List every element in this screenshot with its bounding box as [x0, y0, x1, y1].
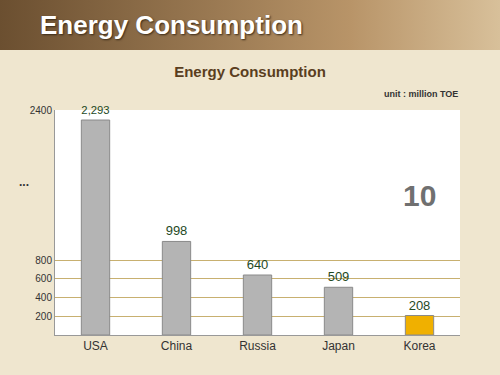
html-text:Energy Consumption: Energy Consumption — [40, 10, 303, 40]
svg-text:800: 800 — [35, 255, 52, 266]
svg-text:USA: USA — [83, 339, 108, 353]
svg-text:200: 200 — [35, 311, 52, 322]
svg-text:10: 10 — [403, 179, 436, 212]
svg-text:600: 600 — [35, 273, 52, 284]
svg-text:Korea: Korea — [403, 339, 435, 353]
svg-text:400: 400 — [35, 292, 52, 303]
svg-text:208: 208 — [409, 298, 431, 313]
svg-text:Japan: Japan — [322, 339, 355, 353]
svg-text:998: 998 — [166, 223, 188, 238]
svg-text:2,293: 2,293 — [81, 104, 109, 116]
svg-text:China: China — [161, 339, 193, 353]
svg-text:Energy Consumption: Energy Consumption — [174, 63, 326, 80]
svg-text:2400: 2400 — [30, 105, 53, 116]
svg-text:Russia: Russia — [239, 339, 276, 353]
svg-text:unit : million TOE: unit : million TOE — [384, 89, 458, 99]
svg-text:509: 509 — [328, 269, 350, 284]
svg-text:...: ... — [19, 175, 29, 189]
svg-text:640: 640 — [247, 257, 269, 272]
